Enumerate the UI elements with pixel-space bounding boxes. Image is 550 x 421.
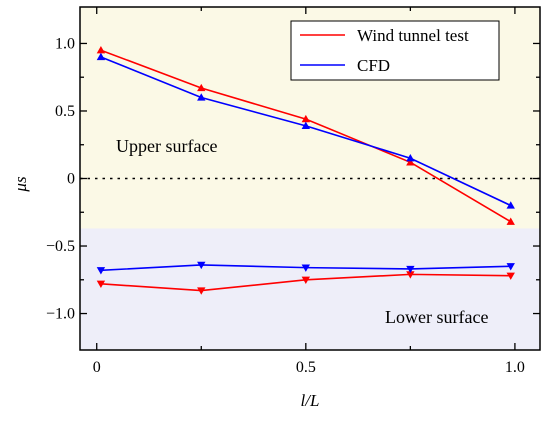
lower-surface-region <box>80 228 540 350</box>
legend-box <box>290 20 500 81</box>
y-tick-label: −1.0 <box>46 306 75 323</box>
data-point <box>96 52 106 61</box>
x-tick-label: 0.5 <box>296 359 316 376</box>
y-tick-label: 0 <box>67 171 75 188</box>
data-point <box>301 121 311 129</box>
data-point <box>506 201 515 209</box>
region-label-upper: Upper surface <box>116 136 217 156</box>
legend: Wind tunnel test CFD <box>290 20 500 81</box>
x-axis-label: l/L <box>301 391 320 410</box>
data-point <box>197 83 206 92</box>
data-point <box>301 276 311 284</box>
data-point <box>506 263 515 271</box>
data-point <box>96 280 106 289</box>
data-point <box>406 265 415 274</box>
x-tick-label: 1.0 <box>505 359 525 376</box>
data-point <box>506 217 515 225</box>
data-point <box>406 158 415 166</box>
data-point <box>406 271 415 279</box>
y-tick-label: 0.5 <box>55 103 75 120</box>
region-label-lower: Lower surface <box>385 307 488 327</box>
data-point <box>197 93 206 101</box>
legend-label-wind-tunnel: Wind tunnel test <box>357 26 469 45</box>
data-point <box>506 272 515 280</box>
data-point <box>197 287 206 295</box>
data-point <box>96 267 106 275</box>
data-point <box>301 264 311 272</box>
legend-label-cfd: CFD <box>357 56 390 75</box>
y-tick-label: 1.0 <box>55 35 75 52</box>
data-point <box>406 154 415 162</box>
y-axis-label: μs <box>11 176 30 193</box>
data-point <box>301 114 311 123</box>
data-point <box>197 261 206 270</box>
x-tick-label: 0 <box>93 359 101 376</box>
y-tick-label: −0.5 <box>46 238 75 255</box>
data-point <box>96 46 106 54</box>
